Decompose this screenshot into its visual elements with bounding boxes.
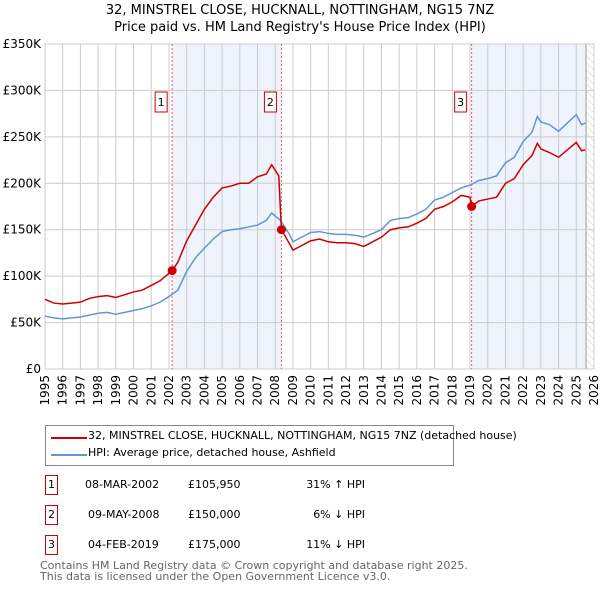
- transaction-row: 3 04-FEB-2019 £175,000 11% ↓ HPI: [45, 535, 465, 555]
- sale-point: [276, 225, 286, 235]
- x-tick-label: 2007: [251, 375, 265, 406]
- legend-property-swatch: [51, 437, 87, 439]
- x-tick-label: 2026: [587, 375, 600, 406]
- transaction-number: 2: [45, 505, 58, 525]
- x-tick-label: 1998: [91, 375, 105, 406]
- x-tick-label: 2025: [569, 375, 583, 406]
- y-tick-label: £300K: [3, 83, 43, 97]
- x-tick-label: 2002: [162, 375, 176, 406]
- sale-label-box: [154, 91, 168, 113]
- transaction-price: £175,000: [188, 538, 241, 551]
- x-tick-label: 2001: [144, 375, 158, 406]
- y-tick-label: £350K: [3, 37, 43, 51]
- x-tick-label: 2008: [268, 375, 282, 406]
- transaction-number: 3: [45, 535, 58, 555]
- title-line-1: 32, MINSTREL CLOSE, HUCKNALL, NOTTINGHAM…: [105, 3, 495, 18]
- legend: 32, MINSTREL CLOSE, HUCKNALL, NOTTINGHAM…: [45, 425, 517, 466]
- transaction-number: 1: [45, 475, 58, 495]
- sale-point: [467, 202, 477, 211]
- x-tick-label: 2019: [463, 375, 477, 406]
- x-tick-label: 2011: [321, 375, 335, 406]
- x-tick-label: 2018: [445, 375, 459, 406]
- chart-title: 32, MINSTREL CLOSE, HUCKNALL, NOTTINGHAM…: [0, 2, 600, 36]
- x-tick-label: 2000: [127, 375, 141, 406]
- transaction-price: £105,950: [188, 478, 241, 491]
- x-tick-label: 1997: [73, 375, 87, 406]
- legend-property-label: 32, MINSTREL CLOSE, HUCKNALL, NOTTINGHAM…: [88, 429, 517, 442]
- x-tick-label: 2010: [304, 375, 318, 406]
- x-tick-label: 1999: [109, 375, 123, 406]
- x-tick-label: 2006: [233, 375, 247, 406]
- y-tick-label: £250K: [3, 130, 43, 144]
- transaction-date: 04-FEB-2019: [88, 538, 159, 551]
- footer: Contains HM Land Registry data © Crown c…: [40, 560, 468, 582]
- hpi-line: [44, 113, 586, 320]
- transaction-row: 1 08-MAR-2002 £105,950 31% ↑ HPI: [45, 475, 465, 495]
- x-tick-label: 2013: [357, 375, 371, 406]
- x-tick-label: 2016: [410, 375, 424, 406]
- x-tick-label: 2023: [534, 375, 548, 406]
- sale-point: [167, 266, 177, 276]
- x-tick-label: 2024: [552, 375, 566, 406]
- y-tick-label: £50K: [10, 316, 42, 330]
- y-tick-label: £200K: [3, 176, 43, 190]
- x-tick-label: 2020: [481, 375, 495, 406]
- x-tick-label: 2022: [516, 375, 530, 406]
- y-tick-label: £0: [26, 362, 41, 376]
- x-tick-label: 2012: [339, 375, 353, 406]
- transaction-date: 08-MAR-2002: [85, 478, 160, 491]
- x-tick-label: 2004: [197, 375, 211, 406]
- hatched-future-region: [586, 44, 594, 369]
- sale-label-box: [454, 91, 468, 113]
- sale-label: 2: [267, 96, 274, 109]
- transaction-hpi-diff: 31% ↑ HPI: [306, 478, 365, 491]
- shaded-period: [471, 44, 587, 369]
- transaction-hpi-diff: 11% ↓ HPI: [306, 538, 365, 551]
- title-line-2: Price paid vs. HM Land Registry's House …: [114, 20, 486, 35]
- sale-label: 3: [457, 96, 464, 109]
- sale-label: 1: [158, 96, 165, 109]
- sale-label-box: [263, 91, 277, 113]
- x-tick-label: 2003: [180, 375, 194, 406]
- x-tick-label: 2015: [392, 375, 406, 406]
- x-tick-label: 2017: [428, 375, 442, 406]
- transaction-hpi-diff: 6% ↓ HPI: [313, 508, 365, 521]
- footer-licence: This data is licensed under the Open Gov…: [40, 570, 391, 583]
- x-tick-label: 1996: [56, 375, 70, 406]
- property-line: [44, 141, 586, 305]
- y-tick-label: £100K: [3, 269, 43, 283]
- x-tick-label: 1995: [38, 375, 52, 406]
- legend-hpi-label: HPI: Average price, detached house, Ashf…: [88, 446, 336, 459]
- transaction-price: £150,000: [188, 508, 241, 521]
- y-tick-label: £150K: [3, 223, 43, 237]
- plot-frame: [44, 43, 595, 370]
- x-tick-label: 2005: [215, 375, 229, 406]
- transaction-row: 2 09-MAY-2008 £150,000 6% ↓ HPI: [45, 505, 465, 525]
- legend-hpi-swatch: [51, 454, 87, 456]
- x-tick-label: 2009: [286, 375, 300, 406]
- x-tick-label: 2021: [498, 375, 512, 406]
- shaded-period: [172, 44, 282, 369]
- x-tick-label: 2014: [374, 375, 388, 406]
- transaction-date: 09-MAY-2008: [88, 508, 160, 521]
- footer-copyright: Contains HM Land Registry data © Crown c…: [40, 559, 468, 572]
